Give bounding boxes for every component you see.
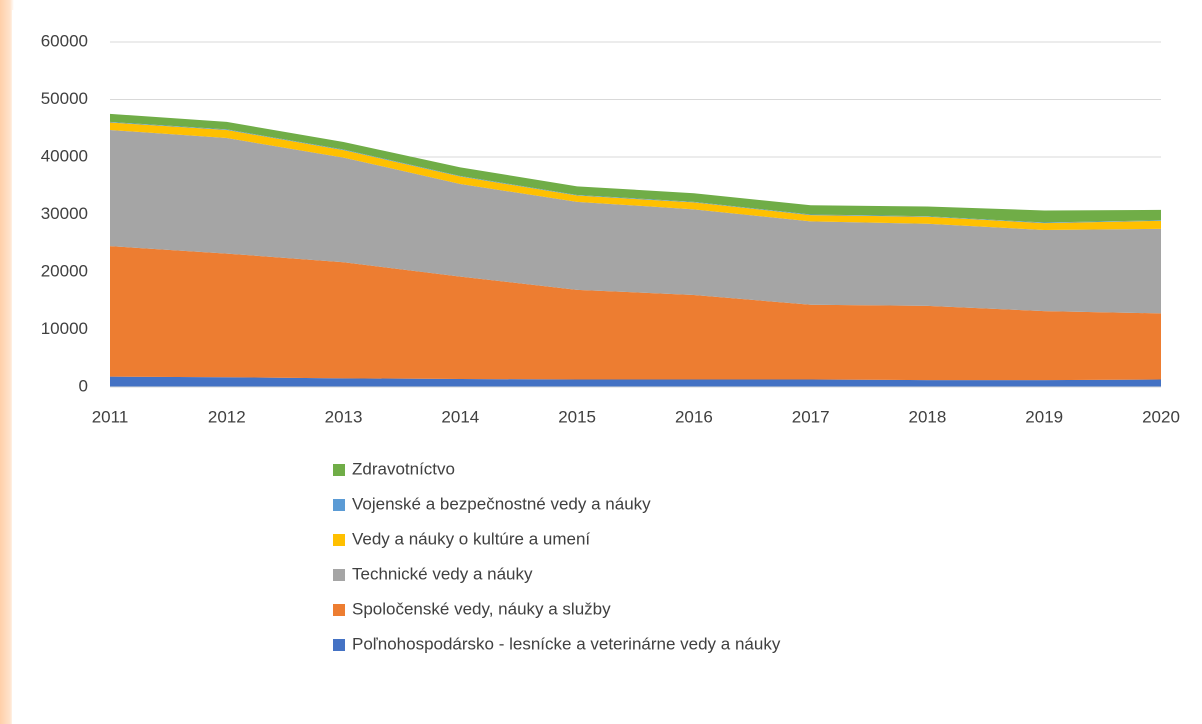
y-tick-label: 40000	[41, 146, 88, 165]
y-tick-label: 30000	[41, 204, 88, 223]
legend-swatch	[333, 604, 345, 616]
x-tick-label: 2012	[208, 407, 246, 426]
legend-label: Poľnohospodársko - lesnícke a veterinárn…	[352, 634, 781, 653]
legend-swatch	[333, 464, 345, 476]
area	[110, 246, 1161, 381]
area	[110, 129, 1161, 314]
legend-swatch	[333, 534, 345, 546]
legend-label: Spoločenské vedy, náuky a služby	[352, 599, 611, 618]
x-tick-label: 2013	[325, 407, 363, 426]
legend-label: Vojenské a bezpečnostné vedy a náuky	[352, 494, 651, 513]
x-tick-label: 2014	[441, 407, 479, 426]
legend-label: Zdravotníctvo	[352, 459, 455, 478]
legend-swatch	[333, 569, 345, 581]
x-tick-label: 2018	[909, 407, 947, 426]
legend-swatch	[333, 639, 345, 651]
x-tick-label: 2016	[675, 407, 713, 426]
x-tick-label: 2011	[92, 407, 129, 426]
area	[110, 376, 1161, 387]
y-tick-label: 60000	[41, 31, 88, 50]
y-tick-label: 0	[79, 376, 88, 395]
y-tick-label: 50000	[41, 89, 88, 108]
y-tick-label: 10000	[41, 319, 88, 338]
legend-swatch	[333, 499, 345, 511]
legend-label: Vedy a náuky o kultúre a umení	[352, 529, 590, 548]
legend-label: Technické vedy a náuky	[352, 564, 533, 583]
x-tick-label: 2020	[1142, 407, 1180, 426]
area	[110, 113, 1161, 223]
y-tick-label: 20000	[41, 261, 88, 280]
x-tick-label: 2019	[1025, 407, 1063, 426]
area	[110, 122, 1161, 231]
x-tick-label: 2015	[558, 407, 596, 426]
legend: Poľnohospodársko - lesnícke a veterinárn…	[333, 459, 781, 653]
x-tick-label: 2017	[792, 407, 830, 426]
